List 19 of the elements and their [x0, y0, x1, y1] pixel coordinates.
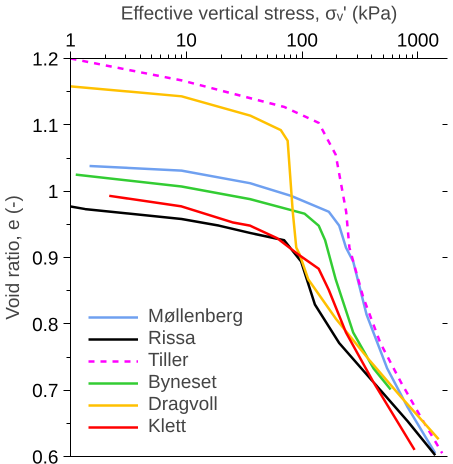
legend-label: Rissa	[148, 328, 196, 350]
legend-label: Møllenberg	[148, 306, 244, 328]
y-tick-label: 0.6	[32, 448, 59, 464]
y-tick-label: 0.8	[32, 314, 59, 336]
x-tick-label: 100	[286, 30, 318, 52]
x-tick-label: 1	[65, 30, 76, 52]
y-tick-label: 0.7	[32, 381, 59, 402]
y-tick-label: 0.9	[32, 248, 59, 270]
y-tick-label: 1	[48, 182, 59, 204]
legend-label: Byneset	[148, 372, 217, 394]
legend-label: Dragvoll	[148, 394, 218, 416]
x-axis-title: Effective vertical stress, σᵥ' (kPa)	[120, 4, 398, 24]
legend-label: Klett	[148, 416, 186, 438]
y-tick-label: 1.1	[32, 116, 59, 137]
y-tick-label: 1.2	[32, 50, 59, 70]
y-axis-title: Void ratio, e (-)	[3, 195, 24, 320]
x-tick-label: 10	[176, 30, 197, 52]
x-tick-label: 1000	[396, 30, 440, 52]
legend-label: Tiller	[148, 350, 188, 372]
